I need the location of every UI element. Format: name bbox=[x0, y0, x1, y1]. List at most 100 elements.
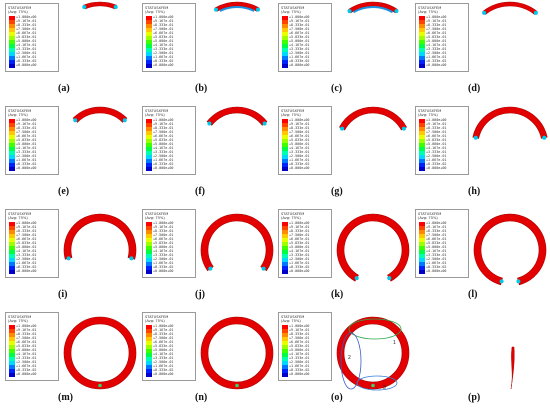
legend-title: STATUSXFEM bbox=[145, 6, 169, 10]
crack-tip-marker bbox=[82, 5, 87, 10]
panel-label: (j) bbox=[195, 289, 205, 300]
legend-value: +8.333e-01 bbox=[426, 125, 447, 130]
figure-panel: STATUSXFEM (Avg: 75%) +1.000e+00 +9.167e-01… bbox=[410, 0, 547, 103]
legend-value: +1.667e-01 bbox=[16, 157, 37, 162]
legend-swatch bbox=[146, 127, 152, 131]
legend-swatch bbox=[146, 60, 152, 64]
legend-values: +1.000e+00 +9.167e-01 +8.333e-01 +7.500e-01… bbox=[16, 15, 36, 67]
legend-swatch bbox=[282, 155, 288, 159]
legend-swatch bbox=[419, 40, 425, 44]
legend-value: +4.167e-01 bbox=[16, 351, 37, 356]
panel-label: (d) bbox=[468, 83, 481, 94]
legend-value: +6.667e-01 bbox=[16, 30, 37, 35]
legend-title: STATUSXFEM bbox=[8, 315, 32, 319]
legend-subtitle: (Avg: 75%) bbox=[281, 216, 301, 220]
legend-swatch bbox=[9, 357, 15, 361]
legend-value: +8.333e-02 bbox=[16, 58, 37, 63]
legend-swatch bbox=[419, 226, 425, 230]
crack-tip-marker bbox=[73, 118, 78, 123]
legend-values: +1.000e+00 +9.167e-01 +8.333e-01 +7.500e-01… bbox=[153, 324, 173, 376]
legend-value: +0.000e+00 bbox=[16, 371, 37, 376]
legend-value: +9.167e-01 bbox=[289, 224, 310, 229]
legend-swatch bbox=[9, 242, 15, 246]
legend-value: +8.333e-02 bbox=[153, 58, 174, 63]
contour-legend: STATUSXFEM (Avg: 75%) +1.000e+00 +9.167e-01… bbox=[415, 106, 469, 175]
ring-segment bbox=[206, 106, 268, 126]
legend-subtitle: (Avg: 75%) bbox=[145, 10, 165, 14]
legend-swatch bbox=[282, 147, 288, 151]
legend-swatch bbox=[146, 254, 152, 258]
legend-subtitle: (Avg: 75%) bbox=[145, 319, 165, 323]
legend-swatch bbox=[282, 167, 288, 171]
legend-swatch bbox=[282, 361, 288, 365]
legend-value: +9.167e-01 bbox=[153, 224, 174, 229]
legend-value: +2.500e-01 bbox=[153, 153, 174, 158]
legend-value: +1.000e+00 bbox=[16, 14, 37, 19]
legend-value: +8.333e-02 bbox=[153, 264, 174, 269]
legend-swatch bbox=[282, 238, 288, 242]
legend-title: STATUSXFEM bbox=[145, 109, 169, 113]
legend-swatch bbox=[282, 40, 288, 44]
legend-values: +1.000e+00 +9.167e-01 +8.333e-01 +7.500e-01… bbox=[289, 118, 309, 170]
legend-value: +3.333e-01 bbox=[153, 149, 174, 154]
legend-title: STATUSXFEM bbox=[418, 6, 442, 10]
legend-value: +5.833e-01 bbox=[153, 343, 174, 348]
legend-value: +3.333e-01 bbox=[426, 149, 447, 154]
legend-swatch bbox=[419, 250, 425, 254]
legend-value: +6.667e-01 bbox=[16, 236, 37, 241]
ring-deformation-view bbox=[336, 213, 410, 282]
legend-color-bar bbox=[282, 16, 288, 68]
legend-subtitle: (Avg: 75%) bbox=[418, 216, 438, 220]
legend-swatch bbox=[9, 329, 15, 333]
legend-swatch bbox=[9, 325, 15, 329]
legend-swatch bbox=[282, 222, 288, 226]
ring-deformation-view bbox=[63, 213, 137, 261]
figure-panel: STATUSXFEM (Avg: 75%) +1.000e+00 +9.167e-01… bbox=[273, 103, 410, 206]
ring-deformation-view bbox=[200, 316, 274, 390]
legend-value: +6.667e-01 bbox=[16, 339, 37, 344]
legend-value: +0.000e+00 bbox=[153, 62, 174, 67]
legend-swatch bbox=[419, 16, 425, 20]
legend-swatch bbox=[146, 333, 152, 337]
legend-swatch bbox=[419, 60, 425, 64]
legend-swatch bbox=[282, 159, 288, 163]
figure-panel: STATUSXFEM (Avg: 75%) +1.000e+00 +9.167e-01… bbox=[0, 309, 137, 412]
legend-value: +2.500e-01 bbox=[289, 153, 310, 158]
legend-swatch bbox=[9, 163, 15, 167]
legend-swatch bbox=[146, 139, 152, 143]
ring-deformation-view bbox=[339, 106, 407, 131]
legend-swatch bbox=[9, 28, 15, 32]
legend-subtitle: (Avg: 75%) bbox=[145, 113, 165, 117]
legend-value: +1.000e+00 bbox=[153, 117, 174, 122]
annotation-ellipse-2 bbox=[340, 332, 362, 390]
legend-value: +5.833e-01 bbox=[289, 240, 310, 245]
legend-swatch bbox=[282, 36, 288, 40]
legend-value: +1.667e-01 bbox=[289, 54, 310, 59]
figure-panel: STATUSXFEM (Avg: 75%) +1.000e+00 +9.167e-01… bbox=[0, 103, 137, 206]
legend-value: +4.167e-01 bbox=[153, 145, 174, 150]
legend-value: +5.833e-01 bbox=[153, 34, 174, 39]
crack-tip-marker bbox=[256, 7, 260, 12]
crack-tip-marker bbox=[207, 121, 212, 126]
legend-value: +2.500e-01 bbox=[153, 256, 174, 261]
figure-panel: STATUSXFEM (Avg: 75%) +1.000e+00 +9.167e-01… bbox=[410, 103, 548, 206]
legend-value: +5.000e-01 bbox=[289, 38, 310, 43]
legend-swatch bbox=[146, 369, 152, 373]
figure-panel: STATUSXFEM (Avg: 75%) +1.000e+00 +9.167e-01… bbox=[273, 206, 410, 309]
legend-value: +1.667e-01 bbox=[289, 363, 310, 368]
crack-tip-marker bbox=[113, 5, 118, 10]
panel-label: (f) bbox=[195, 186, 205, 197]
ring-deformation-view bbox=[72, 106, 128, 123]
legend-color-bar bbox=[146, 119, 152, 171]
legend-value: +5.833e-01 bbox=[16, 343, 37, 348]
legend-swatch bbox=[146, 155, 152, 159]
legend-swatch bbox=[9, 64, 15, 68]
legend-swatch bbox=[146, 353, 152, 357]
legend-value: +1.000e+00 bbox=[289, 323, 310, 328]
legend-swatch bbox=[282, 163, 288, 167]
legend-swatch bbox=[146, 349, 152, 353]
legend-swatch bbox=[419, 28, 425, 32]
legend-swatch bbox=[282, 131, 288, 135]
legend-swatch bbox=[9, 341, 15, 345]
figure-panel: (p) bbox=[410, 309, 547, 412]
